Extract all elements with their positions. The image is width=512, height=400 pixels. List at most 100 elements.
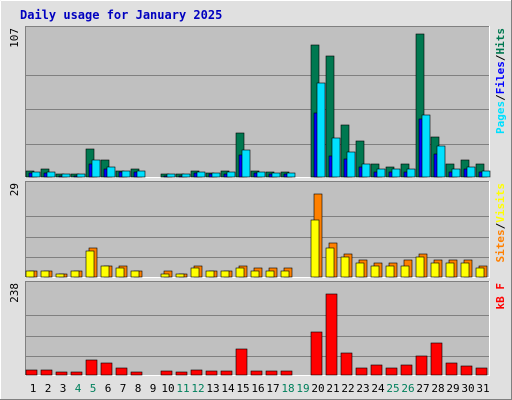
bar-kb-f	[70, 371, 83, 376]
bar-sites	[415, 256, 425, 278]
bar-pages	[286, 172, 296, 178]
bar-kb-f	[430, 342, 443, 376]
bars-hits	[25, 33, 491, 178]
bar-pages	[421, 114, 431, 178]
x-tick-label: 30	[461, 382, 474, 395]
bar-kb-f	[310, 331, 323, 376]
panel-hits: 107 Pages/Files/Hits	[8, 26, 507, 178]
bar-kb-f	[40, 369, 53, 376]
bar-pages	[376, 168, 386, 178]
x-tick-label: 5	[90, 382, 97, 395]
bar-sites	[205, 270, 215, 278]
bar-kb-f	[130, 371, 143, 376]
panel-kbytes: 238 kB F	[8, 281, 507, 376]
bar-kb-f	[325, 293, 338, 376]
legend-hits: Pages/Files/Hits	[494, 28, 507, 134]
bar-pages	[76, 173, 86, 178]
bar-sites	[370, 265, 380, 278]
bar-kb-f	[220, 370, 233, 376]
bar-kb-f	[25, 369, 38, 376]
x-tick-label: 25	[386, 382, 399, 395]
x-tick-label: 29	[446, 382, 459, 395]
bar-sites	[310, 219, 320, 278]
x-tick-label: 31	[476, 382, 489, 395]
legend-entry: Files	[494, 61, 507, 94]
x-tick-label: 11	[176, 382, 189, 395]
x-tick-label: 14	[221, 382, 235, 395]
bar-sites	[190, 267, 200, 278]
bar-kb-f	[205, 370, 218, 376]
legend-entry: Sites	[494, 229, 507, 262]
plot-area	[25, 281, 490, 376]
bars-kbytes	[25, 293, 488, 376]
bar-sites	[385, 265, 395, 278]
bar-sites	[235, 267, 245, 278]
legend-entry: /	[494, 222, 507, 229]
bar-pages	[61, 173, 71, 178]
x-tick-label: 17	[266, 382, 279, 395]
bar-pages	[181, 173, 191, 178]
bar-kb-f	[355, 367, 368, 376]
bar-pages	[451, 168, 461, 178]
x-tick-label: 4	[75, 382, 82, 395]
bar-kb-f	[100, 362, 113, 376]
bar-sites	[340, 256, 350, 278]
bar-sites	[70, 270, 80, 278]
bar-kb-f	[160, 370, 173, 376]
bar-pages	[166, 173, 176, 178]
bar-sites	[100, 265, 110, 278]
panel-visits: 29 Sites/Visits	[8, 181, 507, 278]
bar-sites	[430, 262, 440, 278]
bar-pages	[391, 168, 401, 178]
chart-title: Daily usage for January 2025	[20, 8, 222, 22]
bar-pages	[466, 166, 476, 178]
bar-pages	[406, 168, 416, 178]
x-tick-label: 7	[120, 382, 127, 395]
bar-kb-f	[85, 359, 98, 376]
bar-pages	[121, 170, 131, 178]
bar-pages	[241, 149, 251, 178]
x-tick-label: 3	[60, 382, 67, 395]
x-tick-label: 18	[281, 382, 294, 395]
x-tick-label: 1	[30, 382, 37, 395]
plot-area	[25, 181, 490, 278]
y-axis-max-label: 29	[8, 183, 21, 196]
legend-entry: kB F	[494, 283, 507, 310]
bar-pages	[331, 137, 341, 178]
x-tick-label: 13	[206, 382, 219, 395]
legend-entry: /	[494, 54, 507, 61]
y-axis-max-label: 238	[8, 283, 21, 303]
bar-sites	[475, 267, 485, 278]
x-tick-label: 2	[45, 382, 52, 395]
bar-pages	[361, 163, 371, 178]
bar-pages	[316, 82, 326, 178]
legend-entry: Hits	[494, 28, 507, 55]
bar-sites	[280, 270, 290, 278]
bar-sites	[40, 270, 50, 278]
bar-sites	[130, 270, 140, 278]
bar-pages	[106, 166, 116, 178]
x-tick-label: 23	[356, 382, 369, 395]
y-axis-max-label: 107	[8, 28, 21, 48]
bar-sites	[115, 267, 125, 278]
bar-kb-f	[115, 367, 128, 376]
bars-visits	[25, 193, 488, 278]
legend-entry: Visits	[494, 183, 507, 223]
bar-sites	[400, 265, 410, 278]
bar-sites	[265, 270, 275, 278]
bar-sites	[175, 273, 185, 278]
bar-kb-f	[415, 355, 428, 376]
x-tick-label: 9	[150, 382, 157, 395]
bar-pages	[91, 159, 101, 178]
x-tick-label: 8	[135, 382, 142, 395]
x-tick-label: 6	[105, 382, 112, 395]
legend-entry: /	[494, 94, 507, 101]
x-tick-label: 21	[326, 382, 339, 395]
x-tick-label: 19	[296, 382, 309, 395]
bar-kb-f	[175, 371, 188, 376]
bar-sites	[445, 262, 455, 278]
bar-pages	[271, 172, 281, 178]
x-tick-label: 15	[236, 382, 249, 395]
